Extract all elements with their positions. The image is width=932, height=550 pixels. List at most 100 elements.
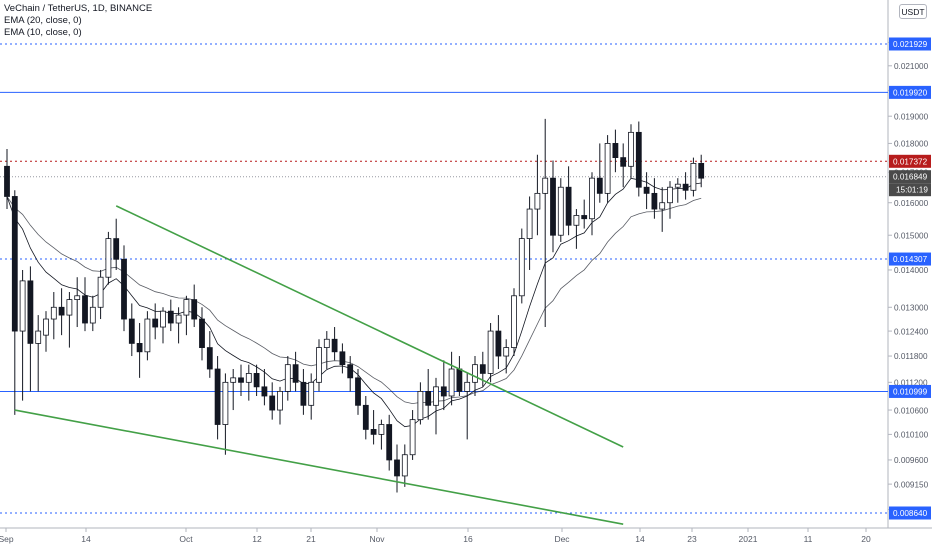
ema20-line (6, 196, 702, 405)
candle-body (596, 177, 603, 194)
candle-body (550, 177, 556, 236)
candle-body (167, 310, 174, 324)
candle-body (238, 377, 244, 383)
x-tick-label: 11 (804, 534, 813, 544)
trendline-lower (14, 409, 624, 525)
candle-body (534, 192, 541, 210)
y-tick-label: 0.019000 (894, 112, 929, 121)
candle-body (409, 419, 416, 456)
y-tick-label: 0.009600 (894, 456, 929, 465)
candle-body (206, 347, 213, 370)
level-price-tag (889, 85, 931, 99)
candle-body (370, 429, 377, 435)
level-price-label: 0.010999 (893, 387, 928, 396)
y-tick-label: 0.018000 (894, 140, 929, 149)
candle-body (659, 202, 666, 210)
countdown-tag (889, 183, 931, 197)
y-tick-label: 0.021000 (894, 62, 929, 71)
candle-body (635, 131, 642, 188)
x-tick-label: 2021 (739, 534, 758, 544)
candle-body (378, 424, 385, 435)
candle-body (222, 381, 229, 425)
candle-body (89, 306, 96, 324)
candle-body (425, 390, 432, 406)
countdown-label: 15:01:19 (896, 186, 928, 195)
x-tick-label: 14 (635, 534, 645, 544)
x-tick-label: Dec (554, 534, 570, 544)
candle-body (160, 310, 166, 328)
candle-body (620, 157, 627, 167)
candle-body (105, 238, 112, 278)
candle-body (479, 364, 486, 374)
candle-body (643, 186, 650, 194)
candle-body (394, 459, 400, 477)
candle-body (245, 373, 252, 383)
level-price-label: 0.008640 (893, 509, 928, 518)
candle-body (581, 215, 588, 220)
x-tick-label: Oct (179, 534, 193, 544)
currency-badge[interactable]: USDT (899, 4, 927, 19)
candle-body (19, 280, 26, 332)
candle-body (199, 318, 205, 348)
candle-body (35, 330, 42, 344)
y-tick-label: 0.016000 (894, 199, 929, 208)
candle-body (495, 330, 502, 357)
candle-body (651, 192, 658, 210)
candle-body (292, 364, 299, 383)
candle-body (214, 368, 221, 425)
candle-body (27, 280, 34, 344)
level-price-tag (889, 384, 931, 398)
candle-body (82, 295, 88, 324)
candle-body (511, 295, 517, 348)
candle-body (589, 177, 595, 220)
candle-body (612, 143, 619, 159)
candle-body (690, 162, 697, 191)
trendline-upper (115, 205, 624, 448)
level-price-label: 0.014307 (893, 255, 928, 264)
candle-body (50, 306, 57, 320)
candle-body (284, 364, 291, 392)
candle-body (440, 386, 447, 397)
y-tick-label: 0.010600 (894, 406, 929, 415)
legend-symbol[interactable]: VeChain / TetherUS, 1D, BINANCE (4, 3, 153, 14)
level-price-label: 0.019920 (893, 88, 928, 97)
candle-body (74, 295, 81, 300)
candle-body (526, 208, 533, 239)
candle-body (308, 381, 315, 406)
y-tick-label: 0.009150 (894, 480, 929, 489)
candle-body (136, 343, 143, 353)
x-tick-label: 23 (687, 534, 697, 544)
candle-body (331, 338, 338, 353)
candle-body (417, 390, 424, 421)
candle-body (347, 364, 354, 379)
x-tick-label: 12 (252, 534, 262, 544)
y-tick-label: 0.012400 (894, 327, 929, 336)
candle-body (573, 215, 580, 226)
candle-body (183, 299, 190, 316)
candle-body (667, 186, 673, 204)
level-price-label: 0.017372 (893, 157, 928, 166)
candle-body (362, 404, 369, 430)
candle-body (323, 338, 330, 348)
x-tick-label: 16 (463, 534, 473, 544)
candle-body (269, 395, 276, 411)
candle-body (253, 373, 260, 388)
candle-body (300, 381, 307, 406)
candle-body (401, 454, 408, 477)
y-tick-label: 0.013000 (894, 303, 929, 312)
y-tick-label: 0.011200 (894, 379, 928, 388)
legend-ema10[interactable]: EMA (10, close, 0) (4, 27, 82, 38)
last-price-tag (889, 170, 931, 184)
y-tick-label: 0.010100 (894, 431, 929, 440)
x-tick-label: Nov (369, 534, 385, 544)
candle-body (144, 318, 151, 353)
y-tick-label: 0.011800 (894, 352, 928, 361)
x-tick-label: 20 (861, 534, 871, 544)
y-tick-label: 0.014000 (894, 266, 929, 275)
level-price-tag (889, 37, 931, 51)
last-price-label: 0.016849 (893, 173, 928, 182)
candle-body (472, 364, 478, 383)
legend-ema20[interactable]: EMA (20, close, 0) (4, 15, 82, 26)
